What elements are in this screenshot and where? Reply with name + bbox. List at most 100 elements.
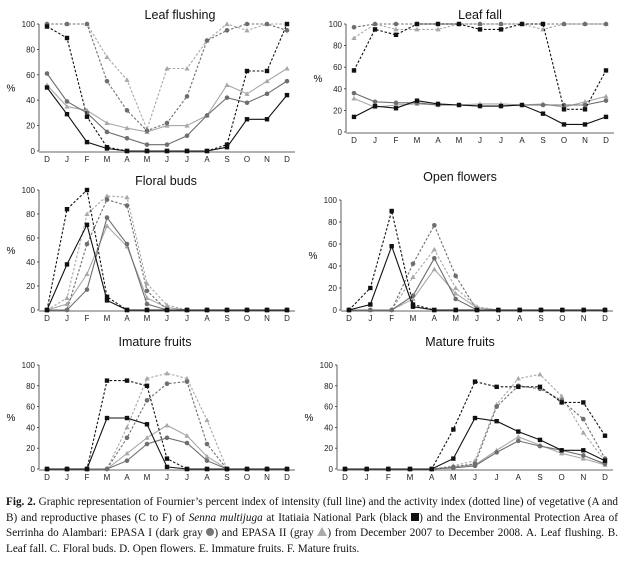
caption-species: Senna multijuga [188, 511, 263, 524]
data-point-epasa_i-intensity [64, 99, 70, 104]
dark-gray-circle-icon [206, 528, 215, 537]
data-point-epasa_i-activity [144, 128, 150, 133]
data-point-epasa_i-activity [64, 21, 70, 27]
series-line-black-intensity [46, 87, 288, 152]
data-point-epasa_ii-activity [244, 27, 250, 33]
data-point-epasa_ii-intensity [431, 266, 437, 272]
series-line-black-activity [348, 210, 605, 311]
data-point-epasa_i-intensity [164, 435, 170, 441]
data-point-epasa_i-intensity [44, 71, 50, 76]
data-point-black-activity [540, 21, 546, 27]
x-tick-label: J [499, 136, 503, 145]
data-point-black-activity [224, 142, 230, 147]
data-point-epasa_i-intensity [494, 450, 499, 455]
x-tick-label: J [65, 473, 69, 482]
chart-panel-2: Leaf fall 0 20 40 60 80 100% D J F M A M J J A S O N D [314, 8, 614, 145]
data-point-black-activity [104, 144, 110, 150]
data-point-epasa_i-activity [389, 307, 394, 313]
x-tick-label: D [44, 473, 50, 482]
x-tick-label: D [351, 136, 357, 145]
caption-part4: ) and EPASA II (gray [214, 527, 314, 540]
chart-panel-4: Open flowers 0 20 40 60 80 100% D J F M A M J J A S O N D [309, 170, 613, 323]
x-tick-label: D [346, 314, 352, 323]
data-point-black-intensity [224, 144, 230, 150]
y-axis-label: % [7, 246, 16, 257]
data-point-epasa_ii-activity [410, 274, 416, 279]
data-point-black-activity [44, 307, 50, 313]
data-point-black-intensity [537, 437, 543, 443]
data-point-epasa_i-intensity [104, 129, 110, 135]
y-tick-label: 0 [31, 306, 36, 315]
x-tick-label: M [410, 314, 417, 323]
y-tick-label: 20 [26, 282, 35, 291]
data-point-epasa_ii-activity [435, 26, 441, 32]
data-point-black-intensity [244, 117, 250, 122]
data-point-epasa_i-activity [124, 203, 130, 208]
data-point-epasa_i-intensity [603, 98, 609, 103]
data-point-black-intensity [472, 415, 478, 421]
data-point-epasa_i-intensity [264, 91, 270, 97]
data-point-epasa_ii-intensity [351, 95, 357, 101]
y-tick-label: 60 [333, 63, 342, 72]
x-tick-label: A [124, 314, 130, 323]
data-point-black-activity [124, 148, 130, 154]
data-point-black-activity [496, 307, 501, 313]
data-point-black-activity [517, 307, 522, 313]
x-tick-label: N [581, 314, 587, 323]
figure: Leaf flushing 0 20 40 60 80 100% D J F M A M J J A S O N D L… [7, 8, 614, 482]
data-point-black-activity [519, 21, 525, 27]
data-point-epasa_i-activity [603, 21, 609, 27]
data-point-black-activity [494, 384, 499, 390]
data-point-epasa_ii-intensity [184, 433, 190, 438]
y-tick-label: 40 [26, 96, 35, 105]
x-tick-label: D [602, 473, 608, 482]
x-tick-label: A [429, 473, 435, 482]
data-point-epasa_ii-activity [431, 246, 437, 252]
data-point-epasa_ii-activity [64, 295, 70, 300]
data-point-black-intensity [410, 304, 416, 309]
series-line-epasa_ii-activity [47, 23, 287, 132]
series-line-epasa_ii-intensity [47, 424, 287, 470]
data-point-epasa_i-activity [368, 307, 373, 313]
x-tick-label: J [473, 473, 477, 482]
data-point-epasa_i-intensity [351, 90, 357, 96]
x-tick-label: J [475, 314, 479, 323]
x-tick-label: A [435, 136, 441, 145]
data-point-epasa_ii-activity [164, 302, 170, 308]
data-point-epasa_ii-activity [393, 26, 399, 32]
x-tick-label: J [185, 314, 189, 323]
series-line-epasa_ii-intensity [46, 225, 287, 311]
data-point-epasa_i-intensity [224, 95, 230, 100]
y-tick-label: 0 [31, 465, 36, 474]
data-point-black-activity [144, 383, 150, 388]
data-point-epasa_ii-intensity [582, 99, 588, 104]
y-tick-label: 0 [31, 147, 36, 156]
data-point-epasa_ii-activity [224, 21, 230, 26]
data-point-epasa_i-activity [284, 28, 290, 33]
data-point-epasa_ii-intensity [559, 450, 565, 456]
y-tick-label: 80 [26, 210, 35, 219]
data-point-black-intensity [64, 262, 70, 267]
data-point-black-intensity [104, 415, 110, 421]
data-point-epasa_ii-activity [184, 375, 190, 381]
data-point-black-activity [224, 466, 230, 472]
data-point-black-intensity [456, 102, 462, 108]
data-point-black-intensity [64, 111, 70, 117]
data-point-epasa_i-activity [204, 38, 210, 43]
data-point-epasa_i-intensity [582, 102, 588, 108]
chart-panel-1: Leaf flushing 0 20 40 60 80 100% D J F M A M J J A S O N D [7, 8, 295, 164]
data-point-black-activity [124, 378, 130, 383]
y-tick-label: 80 [26, 382, 35, 391]
data-point-epasa_ii-intensity [124, 450, 130, 456]
x-tick-label: F [85, 473, 90, 482]
y-tick-label: 100 [324, 196, 338, 205]
data-point-black-activity [84, 114, 90, 119]
data-point-epasa_i-intensity [393, 100, 399, 106]
x-tick-label: D [284, 155, 290, 164]
chart-title: Leaf fall [458, 8, 502, 22]
data-point-black-activity [144, 148, 150, 154]
data-point-epasa_ii-intensity [64, 301, 70, 306]
caption-part5: ) from December 2007 to December 2008. A… [6, 527, 619, 555]
y-axis-label: % [7, 84, 16, 95]
y-tick-label: 100 [329, 20, 343, 29]
